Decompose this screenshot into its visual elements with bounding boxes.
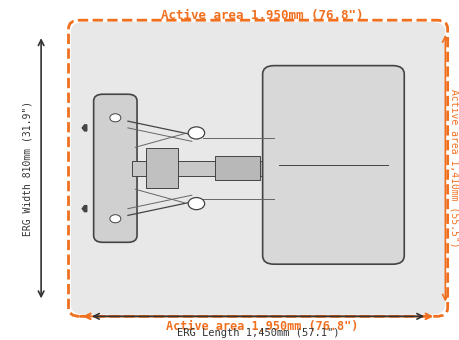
FancyArrow shape [82, 206, 87, 212]
Text: Active area 1,950mm (76.8"): Active area 1,950mm (76.8") [161, 8, 363, 22]
Circle shape [110, 215, 121, 223]
Bar [132, 161, 342, 176]
Text: Active area 1,410mm (55.5"): Active area 1,410mm (55.5") [448, 89, 459, 248]
Text: Active area 1,950mm (76.8"): Active area 1,950mm (76.8") [166, 320, 358, 333]
Bar [214, 156, 260, 180]
Circle shape [188, 127, 204, 139]
Bar [146, 148, 178, 188]
FancyArrow shape [82, 125, 87, 131]
FancyBboxPatch shape [94, 94, 137, 242]
Circle shape [188, 198, 204, 210]
FancyBboxPatch shape [71, 22, 444, 314]
Circle shape [110, 114, 121, 122]
Text: ERG Width 810mm (31.9"): ERG Width 810mm (31.9") [22, 101, 32, 236]
FancyBboxPatch shape [262, 66, 403, 264]
Text: ERG Length 1,450mm (57.1"): ERG Length 1,450mm (57.1") [176, 328, 339, 338]
